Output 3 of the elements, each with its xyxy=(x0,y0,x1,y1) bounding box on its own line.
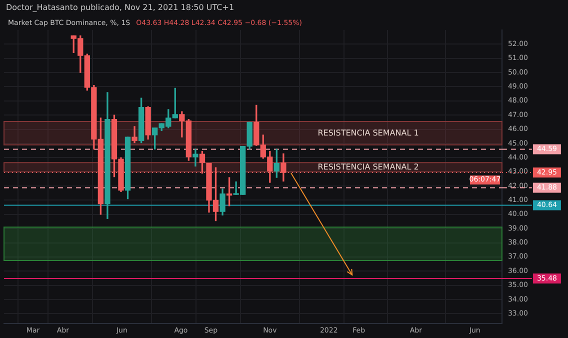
band-label: RESISTENCIA SEMANAL 1 xyxy=(318,128,419,138)
band-label: RESISTENCIA SEMANAL 2 xyxy=(318,162,419,172)
chart-subtitle: Doctor_Hatasanto publicado, Nov 21, 2021 18:50 UTC+1 xyxy=(6,3,234,12)
